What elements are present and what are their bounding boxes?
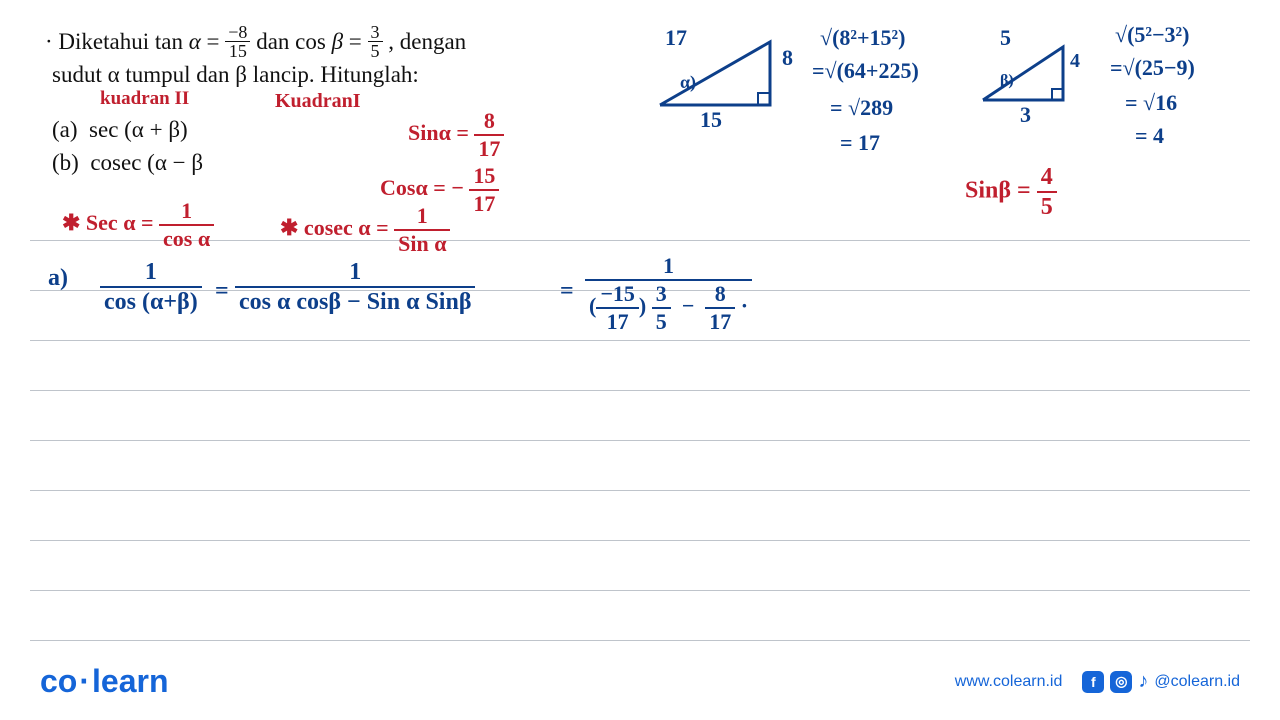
triangle1-side-15: 15 <box>700 107 722 133</box>
numerator: 1 <box>585 255 752 281</box>
triangle2-side-4: 4 <box>1070 50 1080 73</box>
numerator: 1 <box>159 200 214 226</box>
numerator: 3 <box>368 23 383 42</box>
sina-label: Sinα = <box>408 120 469 145</box>
dot: · <box>741 293 748 318</box>
numerator: 8 <box>474 110 504 136</box>
cosa-fraction: 15 17 <box>469 165 499 215</box>
problem-line1: · Diketahui tan α = −8 15 dan cos β = 3 … <box>45 25 466 62</box>
cosa-label: Cosα = <box>380 175 446 200</box>
annotation-kuadran2: kuadran II <box>100 88 189 110</box>
footer: co·learn www.colearn.id f ◎ ♪ @colearn.i… <box>0 663 1280 700</box>
sina-fraction: 8 17 <box>474 110 504 160</box>
label-a: (a) <box>52 117 78 142</box>
coseca-identity: ✱ cosec α = 1 Sin α <box>280 205 450 255</box>
numerator: 1 <box>100 260 202 288</box>
sina-equation: Sinα = 8 17 <box>408 110 504 160</box>
coseca-fraction: 1 Sin α <box>394 205 450 255</box>
denominator: cos (α+β) <box>100 288 202 314</box>
den: 5 <box>652 309 671 333</box>
calc1-line4: = 17 <box>840 130 880 156</box>
num: 8 <box>705 283 735 309</box>
facebook-icon: f <box>1082 671 1104 693</box>
denominator: Sin α <box>394 231 450 255</box>
seca-fraction: 1 cos α <box>159 200 214 250</box>
denominator: cos α cosβ − Sin α Sinβ <box>235 288 475 314</box>
footer-url: www.colearn.id <box>955 673 1063 691</box>
problem-b: (b) cosec (α − β <box>52 148 203 178</box>
fraction-3-5: 3 5 <box>368 23 383 60</box>
calc2-line2: =√(25−9) <box>1110 55 1195 81</box>
triangle1-hyp: 17 <box>665 25 687 51</box>
sinb-equation: Sinβ = 4 5 <box>965 165 1057 219</box>
work-frac2: 1 cos α cosβ − Sin α Sinβ <box>235 260 475 314</box>
denominator: 15 <box>225 42 250 60</box>
minus: − <box>451 175 464 200</box>
calc1-line1: √(8²+15²) <box>820 25 905 51</box>
tiktok-icon: ♪ <box>1138 670 1148 693</box>
item-a-text: sec (α + β) <box>89 117 188 142</box>
colearn-logo: co·learn <box>40 663 168 700</box>
triangle1-side-8: 8 <box>782 45 793 71</box>
social-links: f ◎ ♪ @colearn.id <box>1082 670 1240 693</box>
work-frac1: 1 cos (α+β) <box>100 260 202 314</box>
text: Diketahui tan <box>58 29 183 54</box>
equals-2: = <box>560 278 574 305</box>
alpha-symbol: α <box>189 29 201 54</box>
triangle2-angle: β) <box>1000 72 1014 90</box>
minus: − <box>682 293 695 318</box>
logo-learn: learn <box>92 663 168 699</box>
denominator-expr: (−1517) 35 − 817 · <box>585 281 752 333</box>
calc1-line2: =√(64+225) <box>812 58 919 84</box>
numerator: −8 <box>225 23 250 42</box>
calc2-line4: = 4 <box>1135 123 1164 149</box>
annotation-kuadran1: KuadranI <box>275 90 361 113</box>
label-b: (b) <box>52 150 79 175</box>
numerator: 1 <box>394 205 450 231</box>
denominator: 5 <box>368 42 383 60</box>
denominator: 17 <box>469 191 499 215</box>
text: , dengan <box>388 29 466 54</box>
seca-label: ✱ Sec α = <box>62 210 154 235</box>
denominator: 5 <box>1037 193 1057 219</box>
calc2-line1: √(5²−3²) <box>1115 22 1189 48</box>
work-rhs-expr: 1 (−1517) 35 − 817 · <box>585 255 752 303</box>
numerator: 1 <box>235 260 475 288</box>
num: −15 <box>596 283 639 309</box>
beta-symbol: β <box>332 29 343 54</box>
num: 3 <box>652 283 671 309</box>
instagram-icon: ◎ <box>1110 671 1132 693</box>
text: dan cos <box>256 29 326 54</box>
fraction-neg8-15: −8 15 <box>225 23 250 60</box>
logo-co: co <box>40 663 77 699</box>
coseca-label: ✱ cosec α = <box>280 215 389 240</box>
logo-dot: · <box>79 663 90 699</box>
den: 17 <box>705 309 735 333</box>
calc1-line3: = √289 <box>830 95 893 121</box>
triangle1-angle: α) <box>680 72 696 93</box>
equals: = <box>349 29 362 54</box>
denominator: cos α <box>159 226 214 250</box>
problem-line2: sudut α tumpul dan β lancip. Hitunglah: <box>52 60 419 90</box>
text: · <box>45 29 53 54</box>
equals-1: = <box>215 278 229 305</box>
item-b-text: cosec (α − β <box>90 150 203 175</box>
sinb-fraction: 4 5 <box>1037 165 1057 219</box>
triangle2-hyp: 5 <box>1000 25 1011 51</box>
den: 17 <box>596 309 639 333</box>
calc2-line3: = √16 <box>1125 90 1177 116</box>
sinb-label: Sinβ = <box>965 178 1031 204</box>
numerator: 4 <box>1037 165 1057 193</box>
equals: = <box>207 29 220 54</box>
denominator: 17 <box>474 136 504 160</box>
seca-identity: ✱ Sec α = 1 cos α <box>62 200 214 250</box>
triangle2-side-3: 3 <box>1020 102 1031 128</box>
work-a-label: a) <box>48 265 68 292</box>
social-handle: @colearn.id <box>1154 673 1240 691</box>
problem-a: (a) sec (α + β) <box>52 115 188 145</box>
numerator: 15 <box>469 165 499 191</box>
